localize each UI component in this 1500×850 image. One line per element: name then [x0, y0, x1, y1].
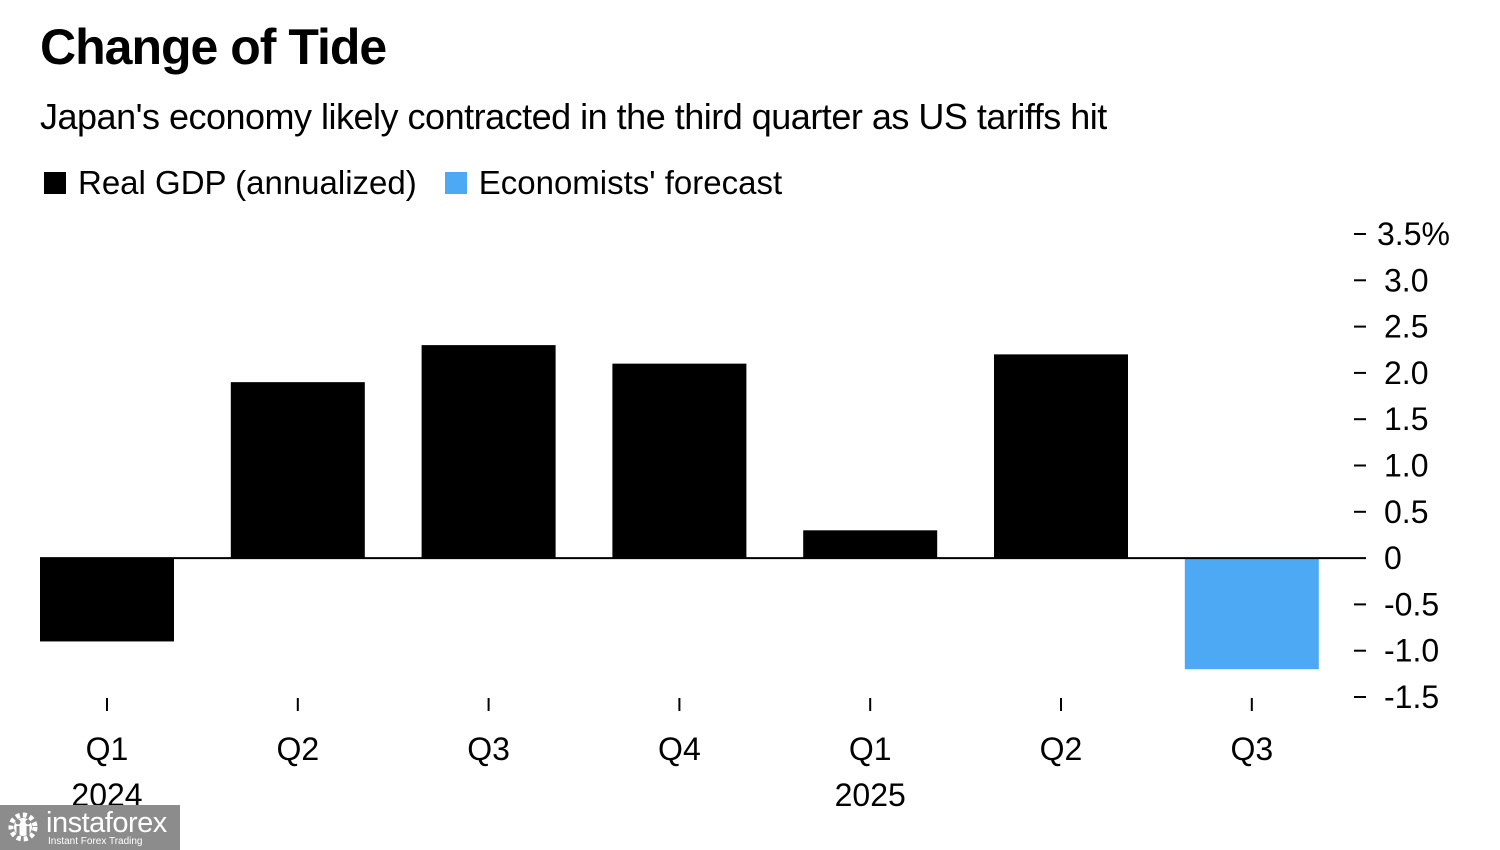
- legend-item-forecast: Economists' forecast: [444, 164, 783, 202]
- y-tick-label: 1.5: [1384, 401, 1428, 437]
- x-tick-label: Q1: [86, 731, 129, 767]
- legend: Real GDP (annualized) Economists' foreca…: [44, 164, 810, 202]
- y-tick-label: 2.5: [1384, 309, 1428, 345]
- bar-q3-2025: [1184, 558, 1319, 670]
- legend-label-forecast: Economists' forecast: [478, 164, 783, 201]
- legend-swatch-forecast: [444, 172, 467, 194]
- x-tick-label: Q1: [849, 731, 892, 767]
- bar-q3-2024: [421, 345, 556, 559]
- y-tick-label: -0.5: [1384, 586, 1439, 622]
- legend-item-real-gdp: Real GDP (annualized): [44, 164, 417, 202]
- y-tick-label: 1.0: [1384, 448, 1428, 484]
- watermark: instaforex Instant Forex Trading: [0, 805, 180, 850]
- x-year-label: 2025: [835, 777, 906, 813]
- watermark-tagline: Instant Forex Trading: [48, 836, 143, 847]
- y-tick-label: 3.0: [1384, 262, 1428, 298]
- bar-q4-2024: [612, 363, 747, 559]
- x-tick-label: Q2: [276, 731, 319, 767]
- bar-q1-2025: [803, 530, 938, 559]
- legend-swatch-real-gdp: [44, 172, 66, 194]
- x-tick-label: Q4: [658, 731, 701, 767]
- x-tick-label: Q3: [467, 731, 510, 767]
- chart-title: Change of Tide: [40, 19, 387, 75]
- y-tick-label: 0: [1384, 540, 1402, 576]
- x-tick-label: Q2: [1040, 731, 1083, 767]
- bar-q2-2025: [994, 354, 1128, 559]
- y-tick-label: 3.5%: [1377, 216, 1450, 252]
- y-tick-label: -1.0: [1384, 633, 1439, 669]
- x-tick-label: Q3: [1230, 731, 1273, 767]
- legend-label-real-gdp: Real GDP (annualized): [78, 164, 417, 201]
- y-tick-label: 0.5: [1384, 494, 1428, 530]
- y-tick-label: 2.0: [1384, 355, 1428, 391]
- chart-subtitle: Japan's economy likely contracted in the…: [40, 96, 1107, 137]
- bar-q2-2024: [230, 382, 365, 559]
- gear-logo-icon: [8, 812, 38, 842]
- watermark-brand: instaforex: [46, 807, 167, 839]
- y-tick-label: -1.5: [1384, 679, 1439, 715]
- bar-q1-2024: [40, 558, 174, 642]
